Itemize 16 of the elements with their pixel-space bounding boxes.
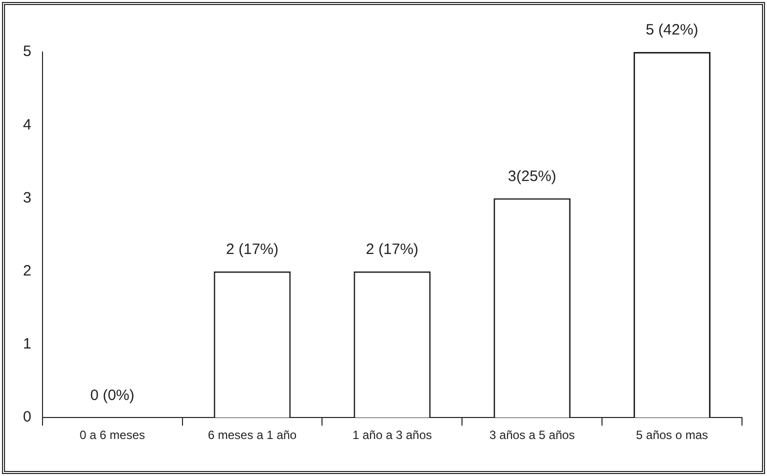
data-label: 2 (17%): [366, 241, 418, 258]
x-tick-label: 5 años o mas: [636, 428, 708, 442]
x-tick-label: 0 a 6 meses: [80, 428, 145, 442]
x-tick-label: 3 años a 5 años: [489, 428, 575, 442]
y-tick-label: 3: [23, 189, 32, 206]
data-label: 5 (42%): [646, 22, 698, 39]
x-tick-label: 1 año a 3 años: [352, 428, 432, 442]
x-tick-label: 6 meses a 1 año: [208, 428, 297, 442]
y-tick-label: 1: [23, 336, 32, 353]
y-tick-label: 0: [23, 408, 32, 426]
data-label: 3(25%): [508, 168, 556, 185]
y-tick-label: 4: [23, 116, 32, 134]
y-tick-label: 5: [23, 43, 32, 60]
data-label: 2 (17%): [226, 241, 279, 258]
data-label: 0 (0%): [90, 387, 134, 404]
y-tick-label: 2: [23, 262, 32, 280]
